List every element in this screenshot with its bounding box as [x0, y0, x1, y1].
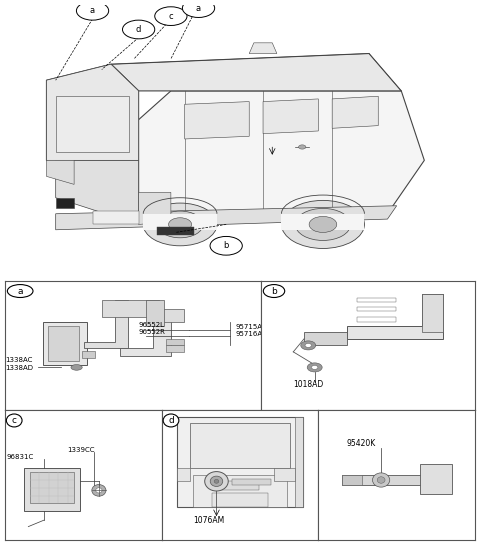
- Circle shape: [7, 284, 33, 298]
- Circle shape: [372, 473, 390, 487]
- Circle shape: [92, 485, 106, 496]
- Polygon shape: [420, 464, 452, 494]
- Circle shape: [71, 365, 82, 370]
- Text: a: a: [90, 7, 95, 15]
- Circle shape: [309, 216, 337, 232]
- Polygon shape: [102, 300, 158, 317]
- Circle shape: [377, 477, 385, 483]
- Text: a: a: [196, 4, 201, 13]
- Circle shape: [301, 341, 316, 350]
- Text: 95716A: 95716A: [236, 331, 263, 337]
- Circle shape: [157, 211, 203, 238]
- Polygon shape: [111, 91, 424, 225]
- Circle shape: [214, 480, 219, 483]
- Circle shape: [295, 208, 350, 240]
- Polygon shape: [24, 468, 80, 511]
- Circle shape: [204, 471, 228, 491]
- Text: c: c: [12, 416, 17, 425]
- Polygon shape: [212, 493, 268, 507]
- Text: 96831C: 96831C: [6, 455, 34, 461]
- Text: 96552L: 96552L: [138, 322, 164, 328]
- Polygon shape: [275, 468, 295, 481]
- Circle shape: [143, 203, 217, 246]
- Polygon shape: [47, 64, 139, 225]
- Text: d: d: [136, 25, 141, 34]
- Circle shape: [299, 145, 306, 149]
- Polygon shape: [146, 300, 164, 326]
- Polygon shape: [190, 423, 290, 468]
- Text: 95420K: 95420K: [347, 439, 376, 449]
- Text: 1339CC: 1339CC: [68, 446, 95, 452]
- Polygon shape: [177, 416, 303, 507]
- Polygon shape: [177, 468, 190, 481]
- Circle shape: [122, 20, 155, 39]
- Polygon shape: [221, 481, 259, 490]
- Polygon shape: [193, 475, 287, 507]
- Polygon shape: [232, 479, 271, 485]
- Polygon shape: [166, 346, 184, 352]
- Polygon shape: [30, 472, 74, 504]
- Circle shape: [210, 237, 242, 255]
- Text: b: b: [224, 241, 229, 250]
- Polygon shape: [48, 326, 79, 361]
- Text: b: b: [271, 287, 277, 295]
- Polygon shape: [249, 43, 277, 53]
- Bar: [358, 307, 396, 312]
- Bar: [358, 298, 396, 302]
- Polygon shape: [185, 101, 249, 139]
- Text: 1076AM: 1076AM: [193, 516, 224, 525]
- Polygon shape: [347, 294, 443, 339]
- Circle shape: [168, 218, 192, 231]
- Polygon shape: [47, 160, 74, 184]
- Polygon shape: [263, 99, 318, 134]
- Polygon shape: [93, 211, 139, 225]
- Polygon shape: [158, 309, 184, 322]
- Polygon shape: [139, 192, 171, 225]
- Polygon shape: [47, 64, 139, 160]
- Text: a: a: [17, 287, 23, 295]
- Circle shape: [163, 414, 179, 427]
- Text: 96552R: 96552R: [138, 329, 165, 335]
- Text: 95715A: 95715A: [236, 324, 263, 330]
- Polygon shape: [157, 227, 194, 235]
- Circle shape: [6, 414, 22, 427]
- Polygon shape: [56, 96, 130, 152]
- Circle shape: [210, 476, 223, 487]
- Polygon shape: [281, 214, 364, 230]
- Polygon shape: [120, 313, 171, 356]
- Circle shape: [155, 7, 187, 26]
- Circle shape: [307, 363, 322, 372]
- Text: c: c: [168, 11, 173, 21]
- Polygon shape: [82, 350, 95, 359]
- Polygon shape: [422, 294, 443, 332]
- Polygon shape: [143, 214, 217, 230]
- Text: d: d: [168, 416, 174, 425]
- Polygon shape: [166, 339, 184, 346]
- Polygon shape: [342, 475, 441, 485]
- Circle shape: [281, 201, 364, 249]
- Text: 1018AD: 1018AD: [293, 380, 324, 389]
- Polygon shape: [56, 160, 139, 225]
- Polygon shape: [111, 53, 401, 91]
- Polygon shape: [56, 198, 74, 208]
- Text: 1338AD: 1338AD: [5, 365, 33, 371]
- Circle shape: [76, 2, 108, 20]
- Circle shape: [96, 488, 102, 493]
- Polygon shape: [342, 475, 362, 485]
- Circle shape: [264, 284, 285, 298]
- Text: 1338AC: 1338AC: [5, 357, 32, 363]
- Polygon shape: [332, 96, 378, 128]
- Polygon shape: [295, 416, 303, 507]
- Circle shape: [182, 0, 215, 17]
- Polygon shape: [84, 300, 128, 348]
- Polygon shape: [304, 332, 347, 346]
- Circle shape: [305, 343, 312, 347]
- Polygon shape: [56, 205, 396, 230]
- Circle shape: [312, 366, 318, 370]
- Bar: [358, 317, 396, 322]
- Polygon shape: [43, 322, 87, 365]
